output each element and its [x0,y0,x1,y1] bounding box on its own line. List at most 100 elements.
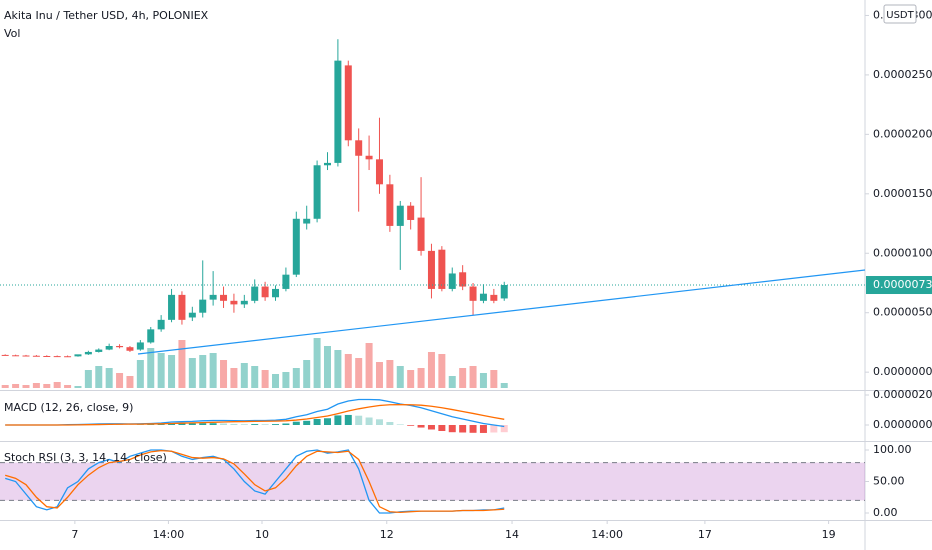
candle-body [64,356,72,358]
candle-body [168,294,176,320]
volume-bar [479,373,487,388]
macd-histogram-bar [188,423,196,425]
macd-histogram-bar [438,425,446,431]
trend-line [137,269,866,355]
stoch-rsi-pane [0,449,865,514]
volume-bar [261,370,269,388]
volume-bar [95,366,103,388]
candle-body [313,165,321,219]
candle-body [355,140,363,156]
candle-body [22,355,30,357]
macd-histogram-bar [396,424,404,425]
candle-body [12,355,20,357]
candle-body [386,184,394,226]
macd-histogram-bar [157,424,165,425]
x-tick-label: 17 [698,528,712,541]
volume-bar [396,366,404,388]
currency-badge [883,4,917,24]
candle-body [500,285,508,299]
volume-bar [84,370,92,388]
macd-histogram-bar [500,425,508,433]
volume-bar [438,354,446,388]
volume-bar [178,340,186,388]
candle-body [136,342,144,350]
candle-body [448,273,456,289]
candle-body [209,294,217,300]
macd-histogram-bar [365,417,373,425]
volume-bar [188,358,196,388]
candle-body [1,354,9,356]
candle-body [251,286,259,301]
macd-histogram-bar [355,415,363,425]
candle-body [469,286,477,301]
macd-histogram-bar [490,425,498,433]
candle-body [178,294,186,320]
candle-body [261,286,269,298]
macd-histogram-bar [178,423,186,425]
macd-histogram-bar [261,424,269,425]
signal-line [5,403,505,426]
macd-histogram-bar [448,425,456,433]
macd-histogram-bar [240,424,248,425]
candle-body [188,312,196,318]
candle-body [427,250,435,289]
macd-histogram-bar [386,422,394,425]
candle-body [334,60,342,163]
macd-title: MACD (12, 26, close, 9) [4,401,133,414]
macd-histogram-bar [469,425,477,433]
macd-histogram-bar [427,425,435,430]
volume-bar [282,372,290,388]
candle-body [490,294,498,301]
candle-body [282,274,290,289]
candle-body [240,300,248,305]
x-tick-label: 14:00 [153,528,185,541]
candle-body [32,355,40,357]
macd-histogram-bar [168,423,176,425]
volume-bar [43,384,51,388]
candle-body [84,351,92,355]
volume-bar [74,386,82,388]
x-tick-label: 7 [71,528,78,541]
candle-body [407,205,415,220]
stoch-d-line [5,449,505,514]
volume-bar [303,360,311,388]
volume-bar [365,343,373,388]
candle-body [323,162,331,166]
candle-body [375,159,383,185]
volume-bar [220,360,228,388]
volume-bar [407,370,415,388]
volume-bar [469,366,477,388]
volume-bar [199,355,207,388]
volume-bar [64,385,72,388]
rsi-band [0,462,865,501]
volume-bar [22,385,30,388]
macd-histogram-bar [292,421,300,425]
candle-body [272,288,280,298]
macd-histogram-bar [220,423,228,425]
volume-bar [500,383,508,388]
volume-bar [459,368,467,388]
macd-histogram-bar [199,423,207,425]
candle-body [230,300,238,305]
rsi-tick-label: 100.00 [873,443,912,456]
candle-body [438,249,446,289]
candle-body [479,293,487,301]
x-tick-label: 14:00 [591,528,623,541]
x-tick-label: 10 [255,528,269,541]
main-pane [0,39,865,388]
candle-body [459,272,467,287]
macd-histogram-bar [479,425,487,433]
volume-bar [126,376,134,388]
candle-body [95,349,103,352]
macd-histogram-bar [272,424,280,425]
candle-body [396,205,404,226]
last-price-badge [866,276,932,295]
volume-bar [323,346,331,388]
volume-bar [417,368,425,388]
